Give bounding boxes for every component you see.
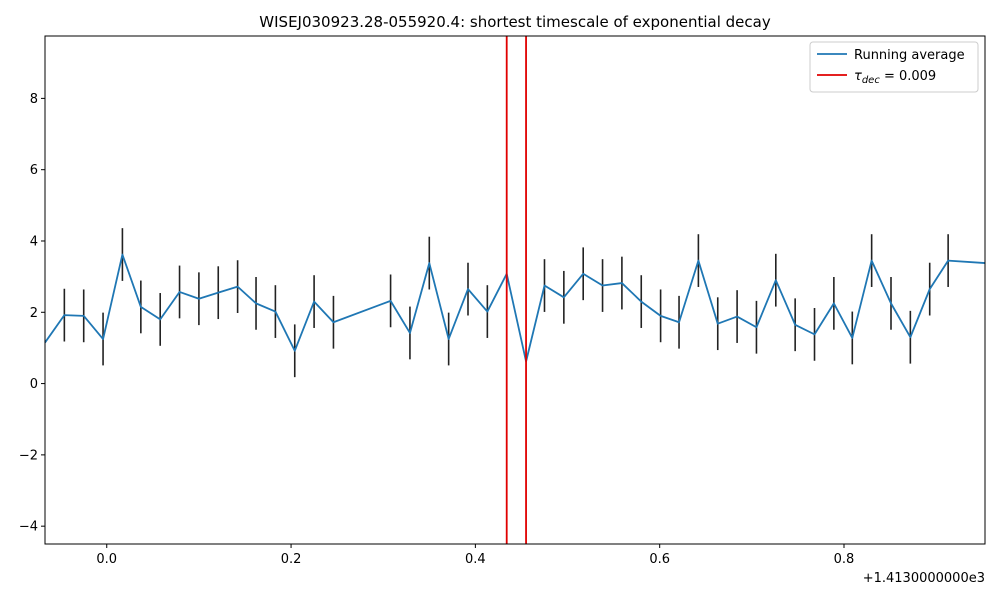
tau-subscript: dec	[862, 75, 881, 86]
y-tick-label: −2	[19, 448, 38, 463]
x-tick-label: 0.4	[465, 552, 486, 567]
plot-area	[44, 36, 986, 544]
legend: Running average τdec = 0.009	[809, 41, 979, 93]
y-tick-label: 2	[30, 306, 38, 321]
legend-label-tau-dec: τdec = 0.009	[854, 69, 936, 86]
y-tick-label: 4	[30, 234, 38, 249]
y-tick-label: −4	[19, 520, 38, 535]
tau-value: = 0.009	[880, 69, 936, 84]
axis-ticks: 0.0 0.2 0.4 0.6 0.8 −4 −2 0 2 4 6 8	[19, 92, 855, 567]
chart-title: WISEJ030923.28-055920.4: shortest timesc…	[259, 13, 771, 31]
x-tick-label: 0.8	[834, 552, 855, 567]
legend-label-running-average: Running average	[854, 48, 965, 63]
x-tick-label: 0.6	[649, 552, 670, 567]
x-offset-label: +1.4130000000e3	[863, 571, 985, 586]
y-tick-label: 6	[30, 163, 38, 178]
tau-symbol: τ	[854, 69, 862, 84]
y-tick-label: 0	[30, 377, 38, 392]
legend-box	[809, 41, 979, 93]
plot-frame	[44, 35, 986, 545]
y-tick-label: 8	[30, 92, 38, 107]
x-tick-label: 0.2	[281, 552, 302, 567]
x-tick-label: 0.0	[96, 552, 117, 567]
running-average-line	[44, 253, 986, 363]
